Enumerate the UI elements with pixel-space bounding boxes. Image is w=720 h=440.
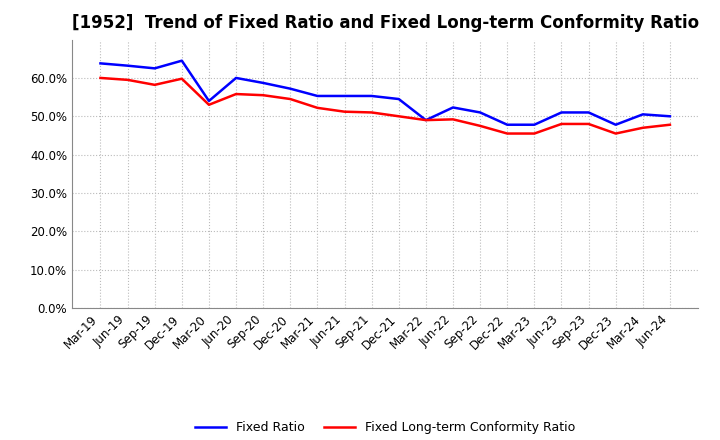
Fixed Ratio: [476, 110, 485, 115]
Fixed Ratio: [313, 93, 322, 99]
Fixed Ratio: [530, 122, 539, 127]
Fixed Ratio: [503, 122, 511, 127]
Fixed Long-term Conformity Ratio: [259, 92, 268, 98]
Fixed Ratio: [639, 112, 647, 117]
Fixed Ratio: [204, 98, 213, 103]
Fixed Long-term Conformity Ratio: [530, 131, 539, 136]
Fixed Ratio: [421, 117, 430, 123]
Fixed Long-term Conformity Ratio: [96, 75, 105, 81]
Fixed Ratio: [259, 80, 268, 85]
Fixed Long-term Conformity Ratio: [395, 114, 403, 119]
Fixed Long-term Conformity Ratio: [611, 131, 620, 136]
Fixed Long-term Conformity Ratio: [286, 96, 294, 102]
Fixed Long-term Conformity Ratio: [123, 77, 132, 82]
Fixed Ratio: [557, 110, 566, 115]
Fixed Long-term Conformity Ratio: [367, 110, 376, 115]
Fixed Ratio: [178, 58, 186, 63]
Fixed Long-term Conformity Ratio: [232, 92, 240, 97]
Fixed Long-term Conformity Ratio: [341, 109, 349, 114]
Fixed Ratio: [449, 105, 457, 110]
Fixed Long-term Conformity Ratio: [449, 117, 457, 122]
Fixed Ratio: [395, 96, 403, 102]
Fixed Long-term Conformity Ratio: [584, 121, 593, 127]
Fixed Long-term Conformity Ratio: [639, 125, 647, 130]
Fixed Ratio: [286, 86, 294, 92]
Title: [1952]  Trend of Fixed Ratio and Fixed Long-term Conformity Ratio: [1952] Trend of Fixed Ratio and Fixed Lo…: [71, 15, 699, 33]
Fixed Long-term Conformity Ratio: [503, 131, 511, 136]
Fixed Ratio: [367, 93, 376, 99]
Fixed Ratio: [611, 122, 620, 127]
Fixed Long-term Conformity Ratio: [665, 122, 674, 127]
Fixed Ratio: [150, 66, 159, 71]
Fixed Ratio: [665, 114, 674, 119]
Line: Fixed Long-term Conformity Ratio: Fixed Long-term Conformity Ratio: [101, 78, 670, 134]
Fixed Ratio: [232, 75, 240, 81]
Fixed Long-term Conformity Ratio: [178, 76, 186, 81]
Fixed Long-term Conformity Ratio: [204, 102, 213, 107]
Fixed Ratio: [341, 93, 349, 99]
Fixed Long-term Conformity Ratio: [313, 105, 322, 110]
Fixed Ratio: [96, 61, 105, 66]
Line: Fixed Ratio: Fixed Ratio: [101, 61, 670, 125]
Fixed Long-term Conformity Ratio: [557, 121, 566, 127]
Legend: Fixed Ratio, Fixed Long-term Conformity Ratio: Fixed Ratio, Fixed Long-term Conformity …: [190, 416, 580, 439]
Fixed Ratio: [123, 63, 132, 68]
Fixed Long-term Conformity Ratio: [476, 123, 485, 128]
Fixed Long-term Conformity Ratio: [150, 82, 159, 88]
Fixed Ratio: [584, 110, 593, 115]
Fixed Long-term Conformity Ratio: [421, 117, 430, 123]
